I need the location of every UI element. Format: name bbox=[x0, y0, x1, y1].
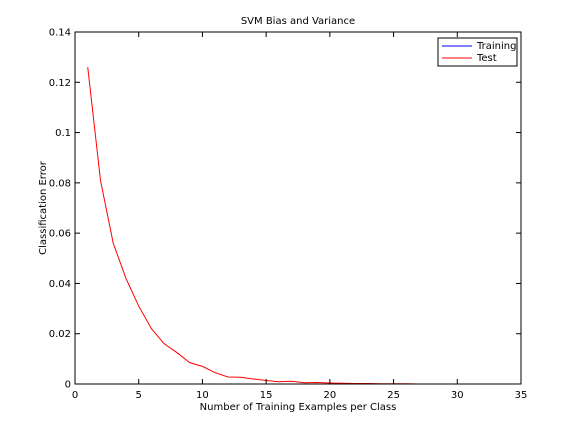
x-axis-title: Number of Training Examples per Class bbox=[200, 402, 397, 413]
x-tick-label: 15 bbox=[260, 390, 273, 401]
y-tick-label: 0.12 bbox=[49, 78, 71, 89]
legend-label-test: Test bbox=[476, 53, 497, 64]
plot-frame bbox=[74, 31, 522, 385]
legend-label-training: Training bbox=[476, 41, 516, 52]
legend: Training Test bbox=[437, 37, 518, 67]
plot-area bbox=[75, 32, 521, 384]
x-tick-label: 5 bbox=[136, 390, 142, 401]
y-tick-label: 0.08 bbox=[49, 178, 71, 189]
x-tick-label: 10 bbox=[196, 390, 209, 401]
legend-box bbox=[437, 37, 518, 67]
y-tick-label: 0.06 bbox=[49, 229, 71, 240]
y-tick-label: 0.04 bbox=[49, 279, 71, 290]
x-tick-label: 25 bbox=[387, 390, 400, 401]
x-tick-label: 30 bbox=[451, 390, 464, 401]
x-tick-label: 0 bbox=[72, 390, 78, 401]
y-tick-label: 0.14 bbox=[49, 28, 71, 39]
y-tick-label: 0 bbox=[65, 380, 71, 391]
y-tick-label: 0.1 bbox=[55, 128, 71, 139]
y-axis-title: Classification Error bbox=[38, 160, 49, 255]
y-tick-label: 0.02 bbox=[49, 329, 71, 340]
x-tick-label: 20 bbox=[323, 390, 336, 401]
chart-title: SVM Bias and Variance bbox=[241, 16, 355, 27]
x-tick-label: 35 bbox=[515, 390, 528, 401]
